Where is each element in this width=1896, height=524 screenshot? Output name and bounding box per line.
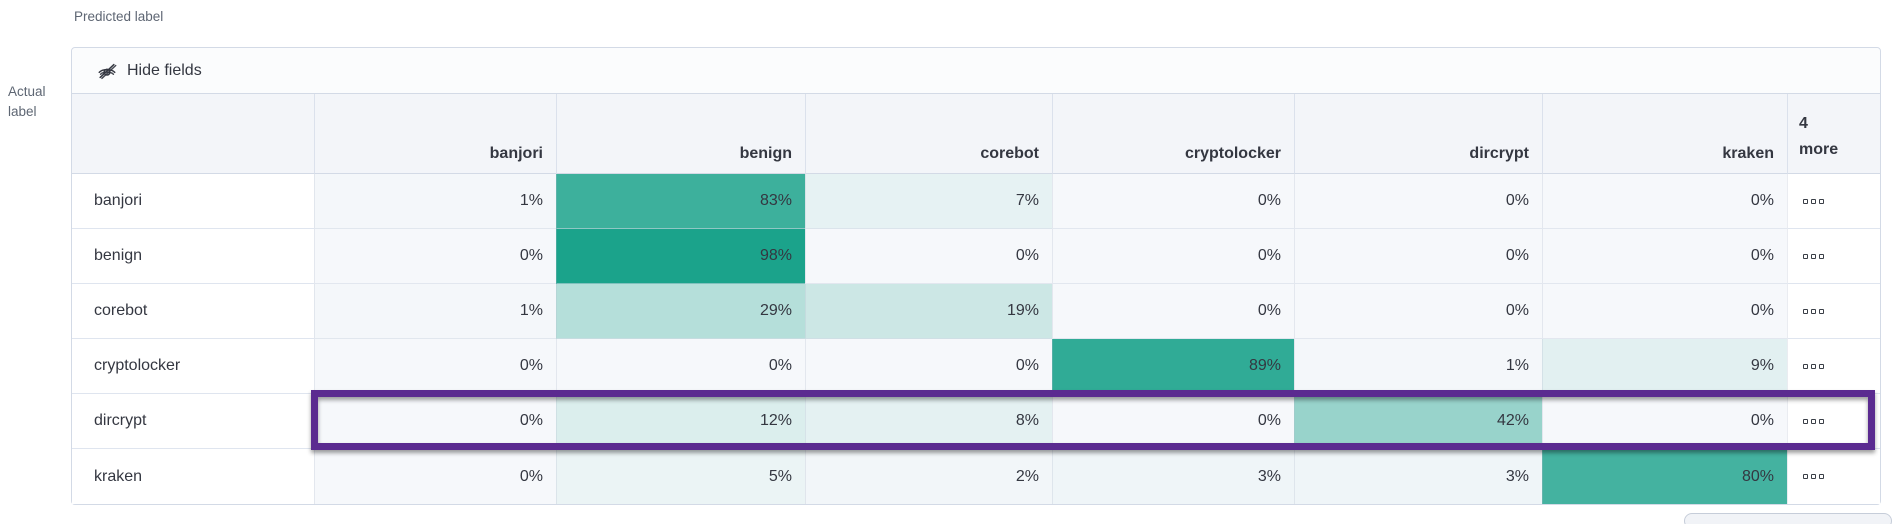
grid-toolbar: Hide fields xyxy=(72,48,1880,94)
matrix-row-kraken: kraken 0% 5% 2% 3% 3% 80% xyxy=(72,449,1880,504)
matrix-cell-corebot-benign: 29% xyxy=(556,284,805,339)
box-glyph xyxy=(1819,363,1824,369)
boxes-horizontal-icon[interactable] xyxy=(1801,195,1826,208)
matrix-cell-kraken-cryptolocker: 3% xyxy=(1052,449,1294,504)
box-glyph xyxy=(1819,474,1824,479)
box-glyph xyxy=(1811,198,1816,204)
matrix-row-corebot: corebot 1% 29% 19% 0% 0% 0% xyxy=(72,284,1880,339)
hide-fields-label: Hide fields xyxy=(127,61,202,79)
box-glyph xyxy=(1819,308,1824,314)
box-glyph xyxy=(1811,474,1816,479)
matrix-row-cryptolocker: cryptolocker 0% 0% 0% 89% 1% 9% xyxy=(72,339,1880,394)
column-header-cryptolocker: cryptolocker xyxy=(1052,94,1294,174)
row-actions-cell xyxy=(1787,394,1880,449)
matrix-cell-kraken-kraken: 80% xyxy=(1542,449,1787,504)
matrix-cell-corebot-banjori: 1% xyxy=(314,284,556,339)
column-header-dircrypt: dircrypt xyxy=(1294,94,1542,174)
box-glyph xyxy=(1819,198,1824,204)
matrix-row-dircrypt: dircrypt 0% 12% 8% 0% 42% 0% xyxy=(72,394,1880,449)
boxes-horizontal-icon[interactable] xyxy=(1801,470,1826,483)
column-header-corebot: corebot xyxy=(805,94,1052,174)
matrix-cell-kraken-dircrypt: 3% xyxy=(1294,449,1542,504)
more-word: more xyxy=(1799,141,1839,158)
eye-closed-icon xyxy=(98,63,117,79)
column-header-more[interactable]: 4 more xyxy=(1787,94,1880,174)
matrix-cell-dircrypt-kraken: 0% xyxy=(1542,394,1787,449)
matrix-cell-dircrypt-banjori: 0% xyxy=(314,394,556,449)
confusion-matrix-panel: Hide fields banjori benign corebot cryptolo… xyxy=(71,47,1881,505)
matrix-cell-dircrypt-dircrypt: 42% xyxy=(1294,394,1542,449)
matrix-cell-benign-banjori: 0% xyxy=(314,229,556,284)
box-glyph xyxy=(1803,363,1808,369)
matrix-cell-benign-corebot: 0% xyxy=(805,229,1052,284)
row-label: corebot xyxy=(72,284,314,339)
boxes-horizontal-icon[interactable] xyxy=(1801,250,1826,263)
row-label: banjori xyxy=(72,174,314,229)
matrix-cell-banjori-dircrypt: 0% xyxy=(1294,174,1542,229)
box-glyph xyxy=(1819,253,1824,259)
box-glyph xyxy=(1811,308,1816,314)
matrix-cell-kraken-corebot: 2% xyxy=(805,449,1052,504)
matrix-cell-banjori-banjori: 1% xyxy=(314,174,556,229)
box-glyph xyxy=(1811,253,1816,259)
matrix-cell-cryptolocker-cryptolocker: 89% xyxy=(1052,339,1294,394)
matrix-row-benign: benign 0% 98% 0% 0% 0% 0% xyxy=(72,229,1880,284)
column-header-banjori: banjori xyxy=(314,94,556,174)
actual-label-axis: Actual label xyxy=(8,84,46,119)
row-actions-cell xyxy=(1787,449,1880,504)
more-count: 4 xyxy=(1799,115,1808,132)
matrix-cell-banjori-kraken: 0% xyxy=(1542,174,1787,229)
box-glyph xyxy=(1819,418,1824,424)
box-glyph xyxy=(1803,198,1808,204)
matrix-cell-cryptolocker-benign: 0% xyxy=(556,339,805,394)
matrix-cell-corebot-corebot: 19% xyxy=(805,284,1052,339)
matrix-cell-banjori-corebot: 7% xyxy=(805,174,1052,229)
matrix-cell-cryptolocker-banjori: 0% xyxy=(314,339,556,394)
matrix-cell-corebot-kraken: 0% xyxy=(1542,284,1787,339)
matrix-cell-cryptolocker-corebot: 0% xyxy=(805,339,1052,394)
column-header-kraken: kraken xyxy=(1542,94,1787,174)
matrix-cell-kraken-banjori: 0% xyxy=(314,449,556,504)
horizontal-scrollbar-thumb[interactable] xyxy=(1684,513,1892,524)
matrix-cell-corebot-cryptolocker: 0% xyxy=(1052,284,1294,339)
matrix-cell-corebot-dircrypt: 0% xyxy=(1294,284,1542,339)
matrix-cell-banjori-cryptolocker: 0% xyxy=(1052,174,1294,229)
row-label: kraken xyxy=(72,449,314,504)
row-actions-cell xyxy=(1787,229,1880,284)
row-actions-cell xyxy=(1787,284,1880,339)
matrix-cell-cryptolocker-dircrypt: 1% xyxy=(1294,339,1542,394)
column-header-benign: benign xyxy=(556,94,805,174)
boxes-horizontal-icon[interactable] xyxy=(1801,360,1826,373)
matrix-cell-benign-cryptolocker: 0% xyxy=(1052,229,1294,284)
row-actions-cell xyxy=(1787,339,1880,394)
predicted-label-axis: Predicted label xyxy=(74,9,164,24)
matrix-cell-cryptolocker-kraken: 9% xyxy=(1542,339,1787,394)
matrix-row-banjori: banjori 1% 83% 7% 0% 0% 0% xyxy=(72,174,1880,229)
box-glyph xyxy=(1803,418,1808,424)
matrix-cell-benign-dircrypt: 0% xyxy=(1294,229,1542,284)
matrix-cell-dircrypt-cryptolocker: 0% xyxy=(1052,394,1294,449)
header-row: banjori benign corebot cryptolocker dircrypt… xyxy=(72,94,1880,174)
matrix-cell-kraken-benign: 5% xyxy=(556,449,805,504)
boxes-horizontal-icon[interactable] xyxy=(1801,305,1826,318)
matrix-cell-dircrypt-benign: 12% xyxy=(556,394,805,449)
box-glyph xyxy=(1811,363,1816,369)
row-label: dircrypt xyxy=(72,394,314,449)
box-glyph xyxy=(1803,474,1808,479)
box-glyph xyxy=(1811,418,1816,424)
row-actions-cell xyxy=(1787,174,1880,229)
matrix-cell-benign-benign: 98% xyxy=(556,229,805,284)
confusion-matrix-grid: banjori benign corebot cryptolocker dircrypt… xyxy=(72,94,1880,504)
matrix-cell-banjori-benign: 83% xyxy=(556,174,805,229)
hide-fields-button[interactable]: Hide fields xyxy=(96,60,202,82)
matrix-cell-benign-kraken: 0% xyxy=(1542,229,1787,284)
header-corner-cell xyxy=(72,94,314,174)
box-glyph xyxy=(1803,308,1808,314)
matrix-cell-dircrypt-corebot: 8% xyxy=(805,394,1052,449)
boxes-horizontal-icon[interactable] xyxy=(1801,415,1826,428)
row-label: benign xyxy=(72,229,314,284)
box-glyph xyxy=(1803,253,1808,259)
row-label: cryptolocker xyxy=(72,339,314,394)
